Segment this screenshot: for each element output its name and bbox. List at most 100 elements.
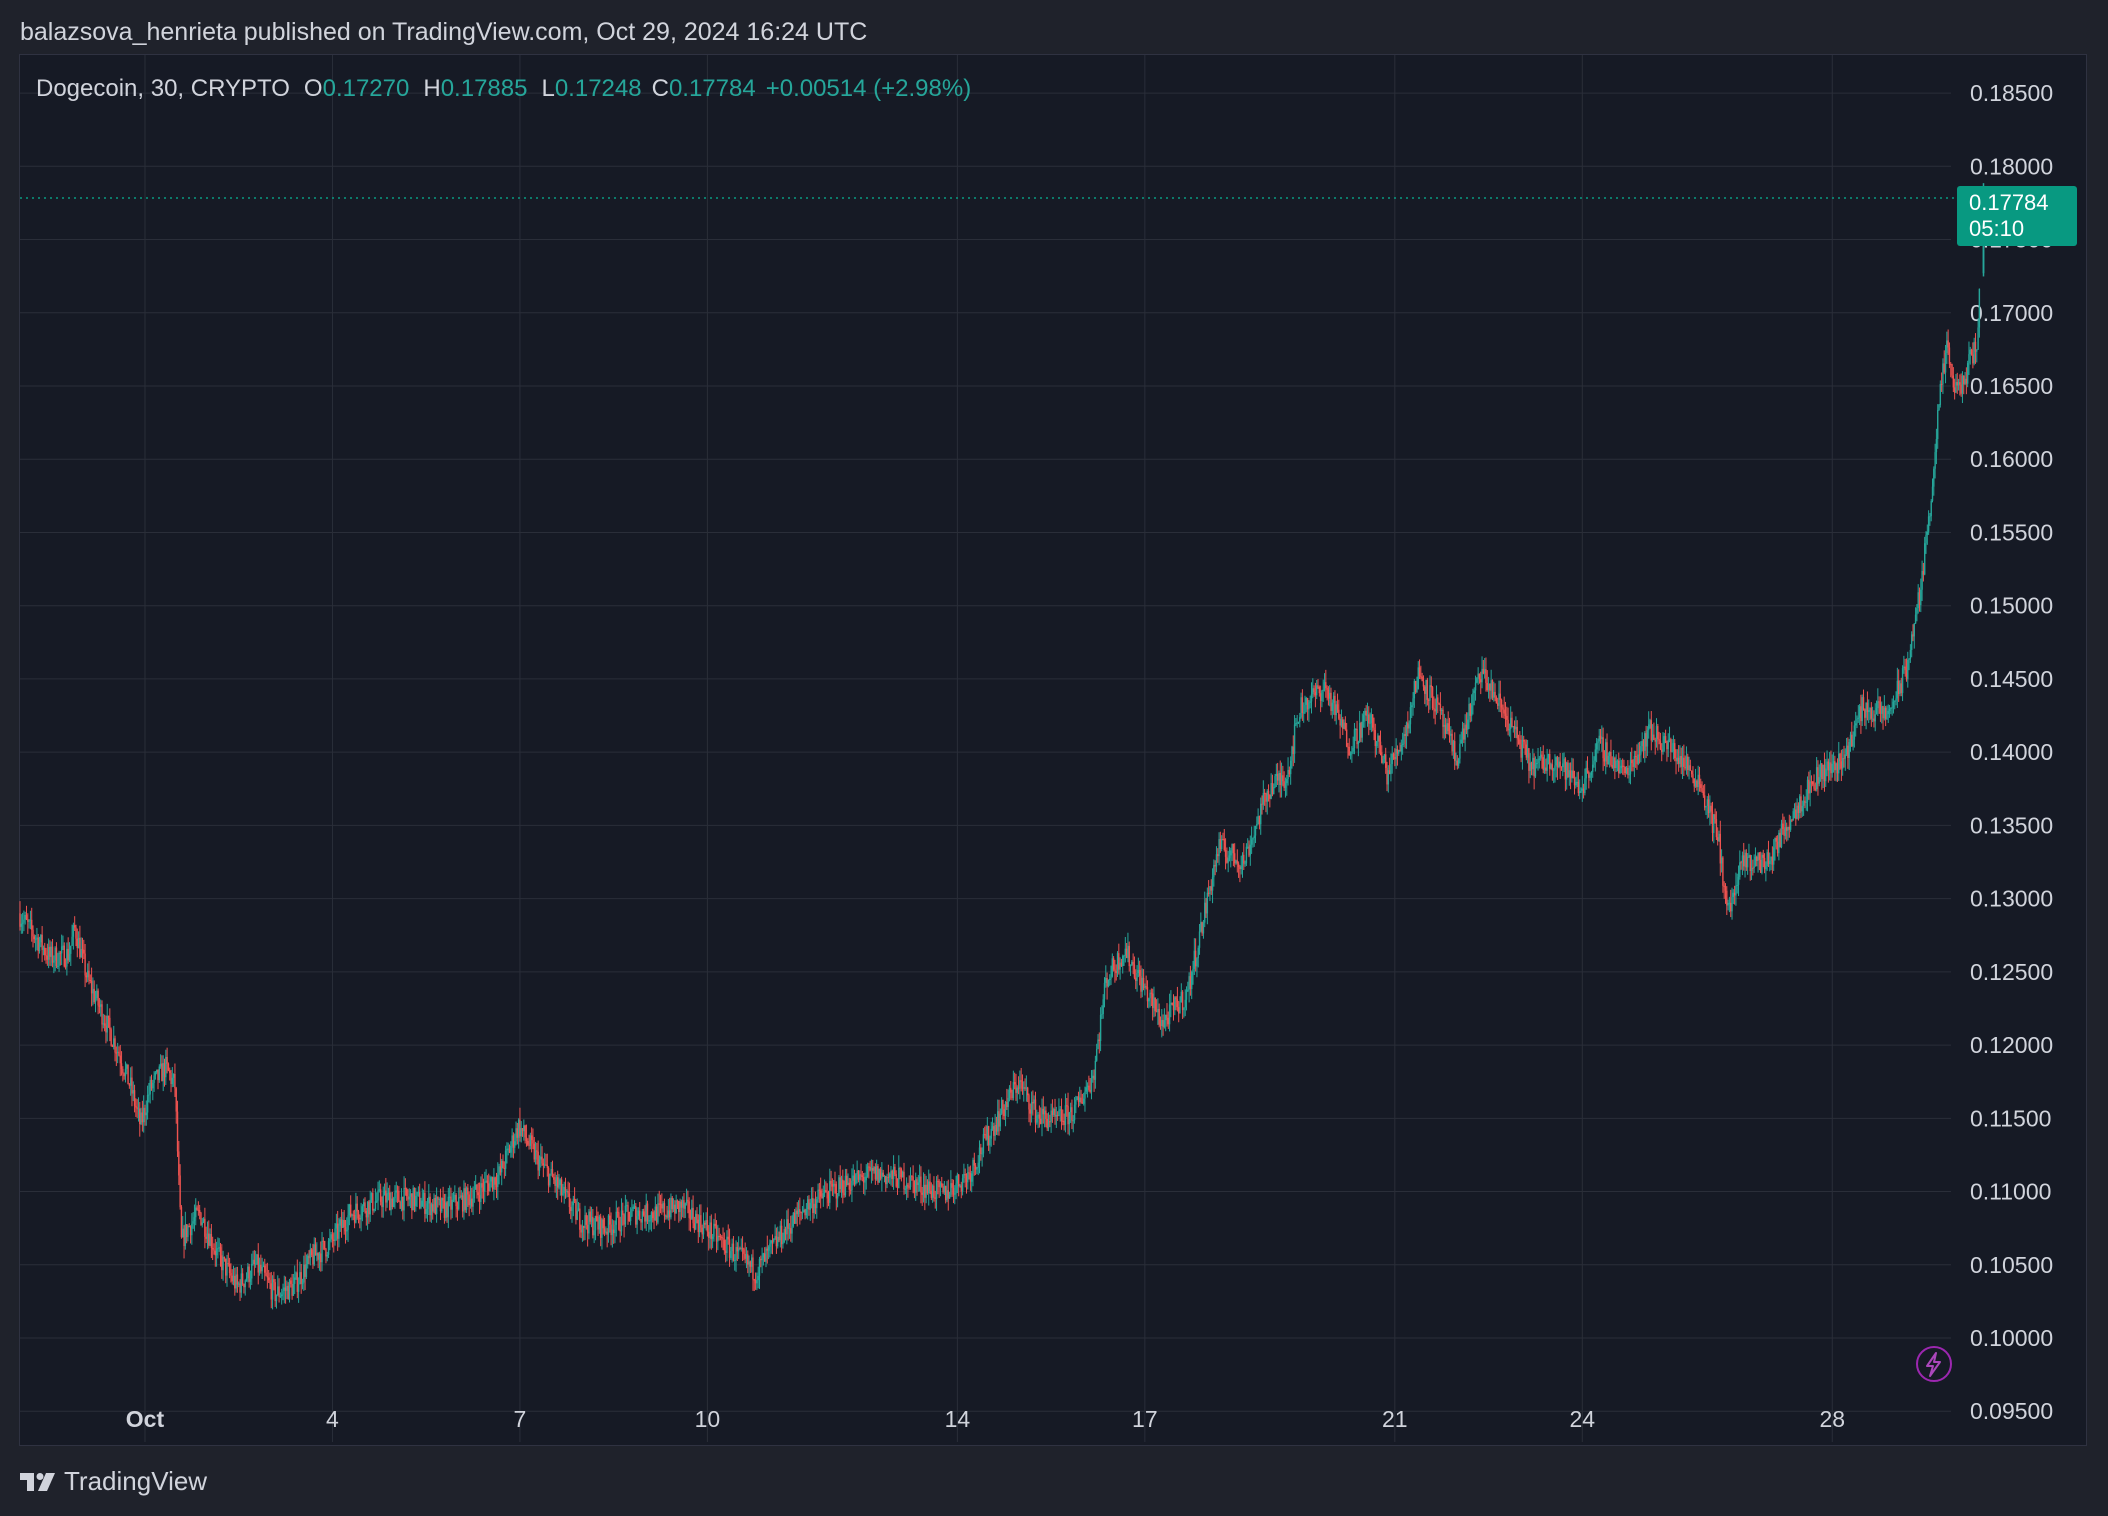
candle-body bbox=[1041, 1108, 1043, 1124]
candle-body bbox=[1938, 404, 1940, 411]
candle-body bbox=[1509, 717, 1512, 729]
candle-body bbox=[1710, 805, 1712, 812]
candle-body bbox=[1235, 860, 1237, 864]
candle-body bbox=[1226, 856, 1228, 863]
candle-body bbox=[154, 1072, 157, 1076]
candle-body bbox=[1390, 764, 1392, 775]
candle-body bbox=[1869, 707, 1871, 711]
candle-body bbox=[1343, 722, 1345, 729]
candle-body bbox=[383, 1190, 386, 1196]
candle-body bbox=[399, 1201, 401, 1209]
candle-body bbox=[1586, 767, 1589, 772]
candle-body bbox=[1325, 682, 1327, 688]
candle-body bbox=[1455, 760, 1457, 762]
candle-body bbox=[1680, 755, 1682, 767]
candle-body bbox=[424, 1192, 426, 1214]
candle-body bbox=[553, 1177, 555, 1180]
candle-body bbox=[633, 1206, 636, 1208]
candle-body bbox=[465, 1187, 468, 1210]
candle-body bbox=[1858, 706, 1861, 718]
candle-body bbox=[53, 960, 55, 963]
candle-body bbox=[745, 1254, 748, 1259]
candle-body bbox=[1004, 1102, 1007, 1117]
candle-body bbox=[1821, 763, 1823, 780]
candle-body bbox=[21, 922, 24, 924]
candle-body bbox=[485, 1180, 487, 1182]
candle-body bbox=[1491, 680, 1494, 698]
candle-body bbox=[370, 1193, 373, 1200]
candle-body bbox=[1077, 1096, 1080, 1102]
candle-body bbox=[1843, 757, 1845, 759]
candle-body bbox=[1952, 375, 1955, 388]
candle-body bbox=[575, 1200, 577, 1220]
candle-body bbox=[1611, 765, 1613, 769]
candle-body bbox=[262, 1265, 265, 1267]
candle-body bbox=[1386, 767, 1388, 785]
candle-body bbox=[101, 1004, 103, 1025]
candle-body bbox=[80, 949, 82, 958]
candle-body bbox=[947, 1190, 949, 1199]
candle-body bbox=[743, 1249, 745, 1254]
candle-body bbox=[471, 1198, 473, 1207]
candle-body bbox=[1201, 922, 1203, 934]
candle-body bbox=[1076, 1096, 1078, 1100]
candle-body bbox=[1572, 770, 1574, 778]
legend-open-key: O bbox=[303, 75, 323, 102]
candle-body bbox=[378, 1189, 381, 1191]
candle-body bbox=[443, 1200, 446, 1218]
candle-body bbox=[1502, 707, 1504, 710]
candle-body bbox=[1181, 991, 1184, 1011]
candle-body bbox=[1697, 774, 1699, 788]
candle-body bbox=[1516, 726, 1518, 739]
candle-body bbox=[1830, 762, 1832, 774]
candle-body bbox=[179, 1175, 181, 1208]
candle-body bbox=[726, 1236, 728, 1254]
candle-body bbox=[1166, 1014, 1168, 1018]
candle-body bbox=[76, 938, 78, 949]
candle-body bbox=[1549, 754, 1551, 769]
chart-pane[interactable] bbox=[19, 54, 2087, 1446]
candle-body bbox=[1352, 748, 1354, 752]
candle-body bbox=[685, 1199, 688, 1204]
candle-body bbox=[903, 1171, 905, 1190]
candle-body bbox=[1098, 1039, 1100, 1042]
candle-body bbox=[1115, 970, 1117, 974]
candle-body bbox=[1463, 728, 1465, 740]
tradingview-logo[interactable]: TradingView bbox=[20, 1466, 207, 1497]
candle-body bbox=[1033, 1099, 1035, 1104]
candle-body bbox=[580, 1229, 582, 1233]
candle-body bbox=[1625, 767, 1628, 774]
candle-body bbox=[1925, 534, 1927, 544]
candle-body bbox=[1774, 837, 1776, 848]
candle-body bbox=[1204, 902, 1206, 923]
candle-body bbox=[1248, 846, 1250, 856]
candle-body bbox=[674, 1204, 676, 1214]
candle-body bbox=[226, 1263, 228, 1276]
candle-body bbox=[1964, 378, 1966, 385]
candle-body bbox=[1521, 739, 1524, 758]
candle-body bbox=[148, 1094, 150, 1096]
candle-body bbox=[774, 1236, 776, 1239]
candle-body bbox=[853, 1175, 856, 1184]
candle-body bbox=[1857, 717, 1860, 719]
candle-body bbox=[1772, 847, 1775, 865]
candle-body bbox=[1184, 999, 1186, 1008]
candle-body bbox=[904, 1188, 907, 1190]
candle-body bbox=[1703, 795, 1706, 808]
candle-body bbox=[1275, 773, 1278, 777]
candle-body bbox=[1082, 1098, 1085, 1104]
candle-body bbox=[1688, 765, 1690, 770]
candle-body bbox=[446, 1202, 448, 1218]
candle-body bbox=[1388, 770, 1391, 775]
candle-body bbox=[1888, 708, 1891, 711]
candle-body bbox=[1922, 570, 1925, 575]
candle-body bbox=[1642, 740, 1645, 751]
candle-body bbox=[719, 1236, 722, 1238]
candle-body bbox=[1812, 781, 1814, 785]
lightning-icon[interactable] bbox=[1916, 1346, 1952, 1382]
candle-body bbox=[1754, 856, 1757, 867]
candle-body bbox=[247, 1266, 249, 1279]
candle-body bbox=[420, 1206, 422, 1209]
candle-body bbox=[1750, 867, 1753, 872]
